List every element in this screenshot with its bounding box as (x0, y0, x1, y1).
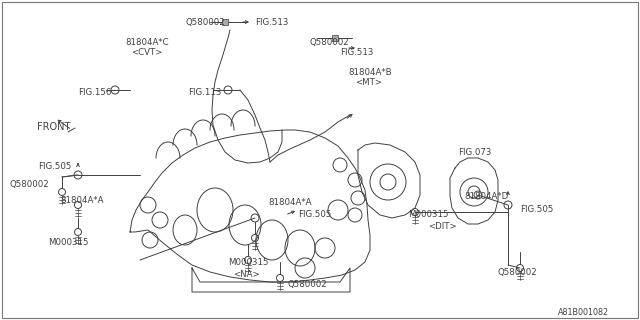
Text: FIG.156: FIG.156 (78, 88, 111, 97)
Text: FIG.513: FIG.513 (340, 48, 373, 57)
Text: Q580002: Q580002 (10, 180, 50, 189)
Text: 81804A*A: 81804A*A (268, 198, 312, 207)
Text: FIG.113: FIG.113 (188, 88, 221, 97)
Text: FRONT: FRONT (37, 122, 70, 132)
Text: FIG.505: FIG.505 (38, 162, 72, 171)
Text: 81804A*D: 81804A*D (464, 192, 508, 201)
Text: A81B001082: A81B001082 (558, 308, 609, 317)
Text: <DIT>: <DIT> (428, 222, 456, 231)
Bar (332, 35, 338, 41)
Text: Q580002: Q580002 (310, 38, 349, 47)
Text: M000315: M000315 (48, 238, 88, 247)
Text: FIG.505: FIG.505 (520, 205, 554, 214)
Text: 81804A*B: 81804A*B (348, 68, 392, 77)
Bar (222, 19, 228, 25)
Text: FIG.513: FIG.513 (255, 18, 289, 27)
Text: M000315: M000315 (228, 258, 269, 267)
Text: Q580002: Q580002 (288, 280, 328, 289)
Text: FIG.073: FIG.073 (458, 148, 492, 157)
Text: Q580002: Q580002 (185, 18, 225, 27)
Text: <MT>: <MT> (355, 78, 382, 87)
Text: <CVT>: <CVT> (131, 48, 163, 57)
Text: 81804A*A: 81804A*A (60, 196, 104, 205)
Text: Q580002: Q580002 (498, 268, 538, 277)
Text: M000315: M000315 (408, 210, 449, 219)
Text: 81804A*C: 81804A*C (125, 38, 168, 47)
Text: <NA>: <NA> (233, 270, 260, 279)
Text: FIG.505: FIG.505 (298, 210, 332, 219)
